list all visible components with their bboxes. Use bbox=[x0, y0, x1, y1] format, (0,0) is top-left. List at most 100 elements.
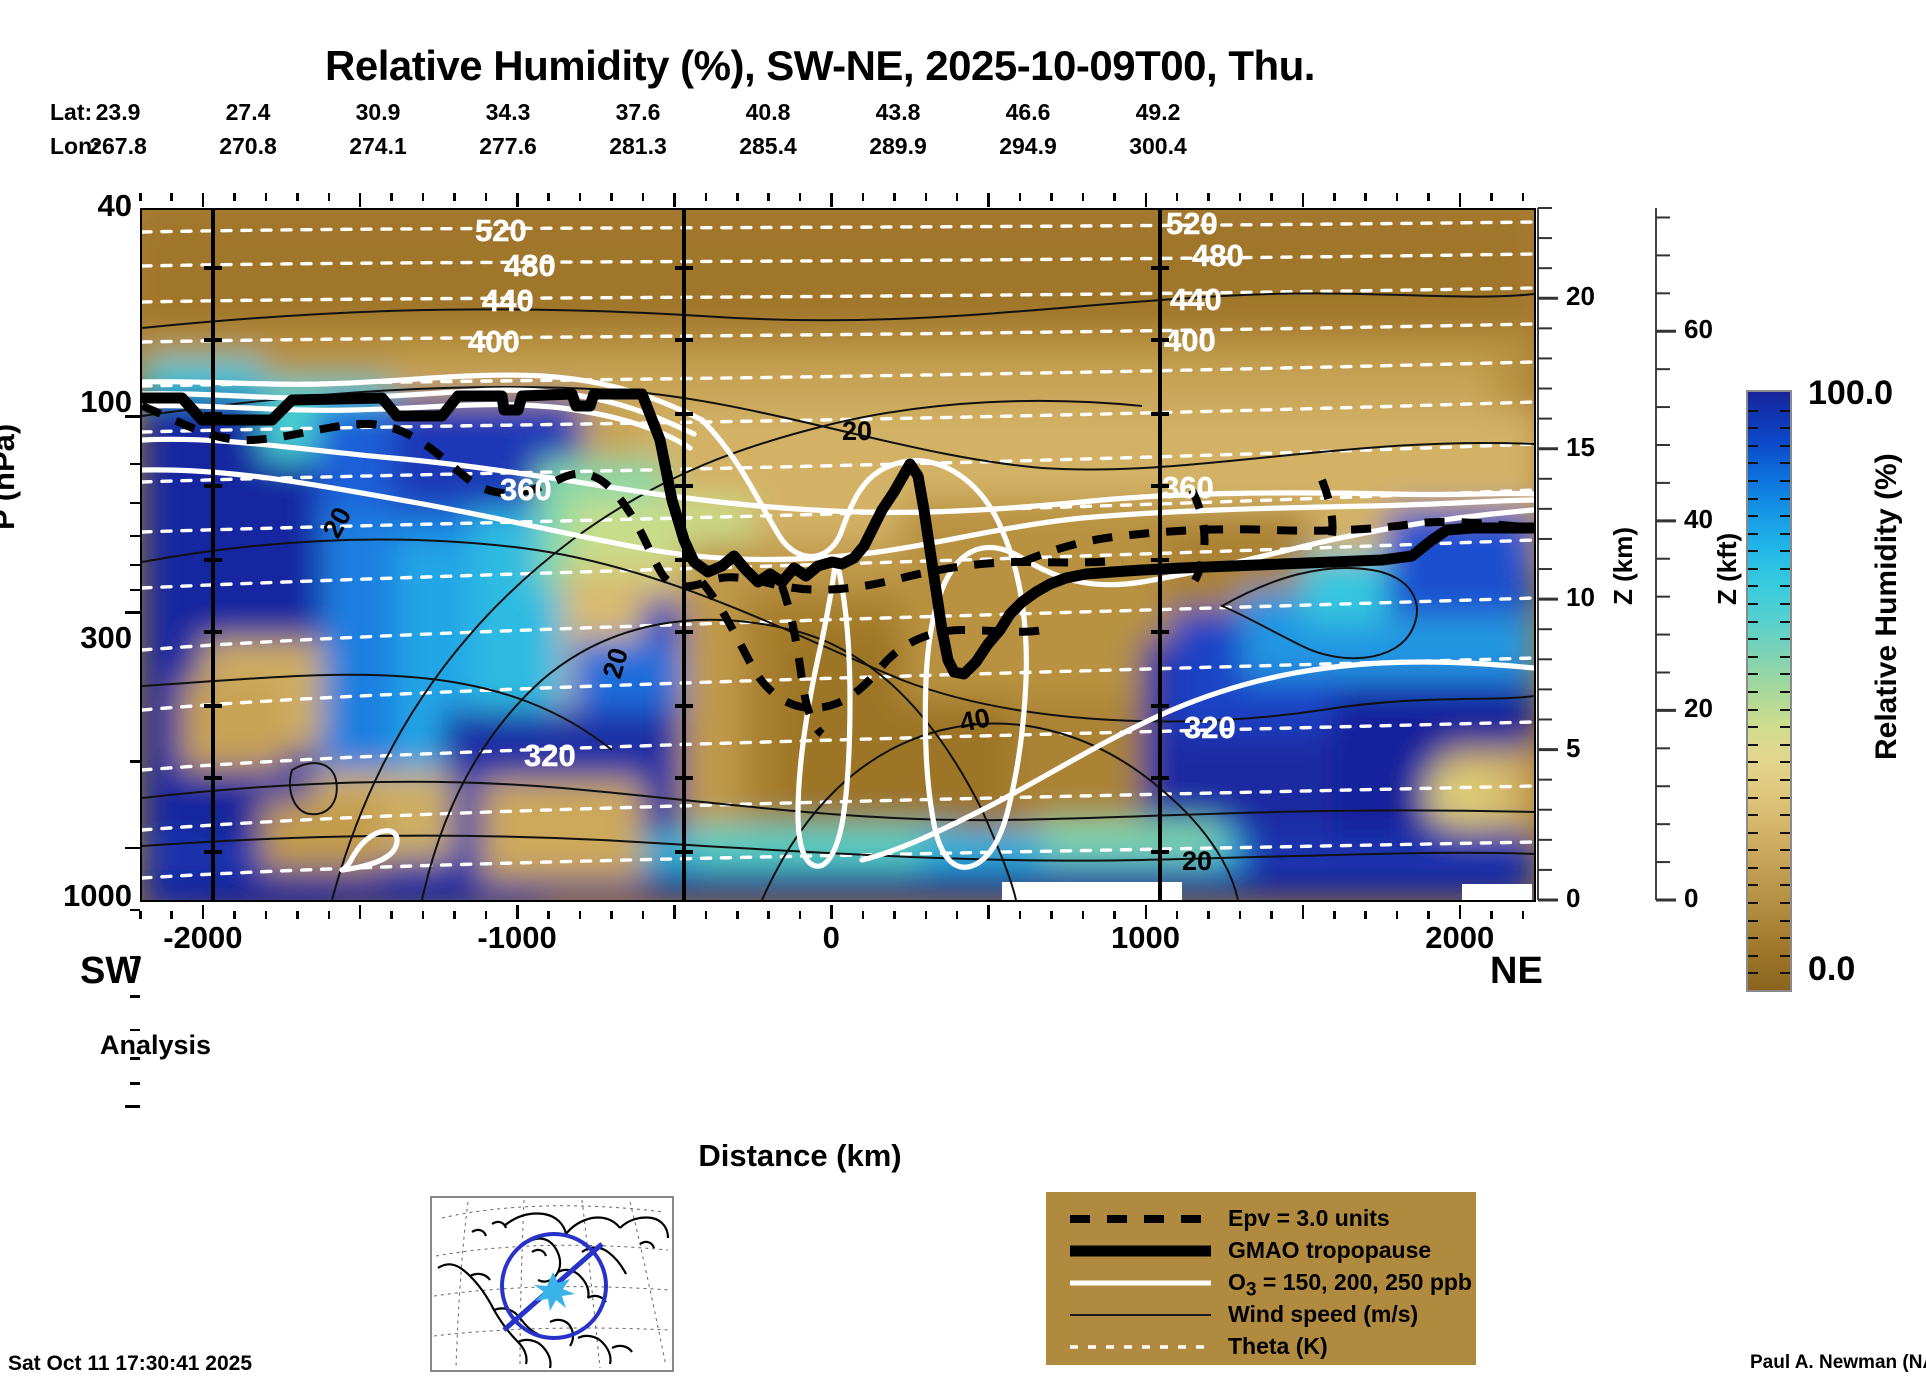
legend-label: Epv = 3.0 units bbox=[1228, 1205, 1390, 1231]
orientation-end-label: NE bbox=[1490, 950, 1543, 992]
colorbar-tick bbox=[1780, 427, 1790, 430]
svg-text:520: 520 bbox=[475, 213, 527, 248]
lonrow-value: 285.4 bbox=[739, 133, 797, 159]
colorbar-tick bbox=[1748, 532, 1758, 535]
colorbar-tick bbox=[1780, 937, 1790, 940]
z-kft-tick-label: 20 bbox=[1684, 693, 1713, 724]
lonrow-value: 277.6 bbox=[479, 133, 537, 159]
distance-tick-label: 2000 bbox=[1425, 920, 1495, 955]
colorbar-tick bbox=[1780, 831, 1790, 834]
colorbar-tick bbox=[1780, 954, 1790, 957]
z-km-axis bbox=[1537, 207, 1558, 902]
latrow-value: 37.6 bbox=[615, 99, 661, 125]
gmao-tropopause-line bbox=[142, 388, 1534, 680]
latrow-value: 40.8 bbox=[745, 99, 791, 125]
author-credit: Paul A. Newman (NASA bbox=[1750, 1352, 1926, 1373]
legend-item: O3 = 150, 200, 250 ppb bbox=[1046, 1266, 1476, 1301]
colorbar-tick bbox=[1748, 884, 1758, 887]
bottom-axis-ticks bbox=[0, 899, 1926, 919]
relative-humidity-field: 20 20 20 40 20 bbox=[142, 210, 1534, 900]
colorbar-tick bbox=[1780, 708, 1790, 711]
colorbar-tick bbox=[1780, 673, 1790, 676]
latrow-value: 46.6 bbox=[1005, 99, 1051, 125]
colorbar-tick bbox=[1748, 462, 1758, 465]
colorbar-tick bbox=[1748, 849, 1758, 852]
legend-item: Wind speed (m/s) bbox=[1046, 1298, 1476, 1332]
svg-text:440: 440 bbox=[482, 283, 534, 318]
z-km-tick-label: 5 bbox=[1566, 732, 1581, 763]
lonrow-label: Lon: bbox=[50, 133, 100, 159]
svg-text:20: 20 bbox=[842, 416, 872, 446]
cross-section-plot[interactable]: 20 20 20 40 20 bbox=[140, 208, 1536, 902]
distance-tick-label: -2000 bbox=[163, 920, 243, 955]
colorbar-tick bbox=[1780, 726, 1790, 729]
latrow-value: 43.8 bbox=[875, 99, 921, 125]
vertical-reference-lines bbox=[211, 210, 1162, 900]
graticule bbox=[433, 1199, 671, 1369]
colorbar-tick bbox=[1780, 638, 1790, 641]
page-title: Relative Humidity (%), SW-NE, 2025-10-09… bbox=[325, 42, 1315, 89]
colorbar-tick bbox=[1780, 796, 1790, 799]
legend-item: GMAO tropopause bbox=[1046, 1234, 1476, 1268]
colorbar-tick bbox=[1748, 919, 1758, 922]
colorbar-tick bbox=[1780, 919, 1790, 922]
colorbar-tick bbox=[1748, 515, 1758, 518]
svg-text:320: 320 bbox=[524, 738, 576, 773]
z-km-tick-label: 20 bbox=[1566, 281, 1595, 312]
colorbar-tick bbox=[1780, 515, 1790, 518]
distance-tick-label: 1000 bbox=[1111, 920, 1180, 955]
distance-axis-label: Distance (km) bbox=[698, 1138, 902, 1173]
colorbar-tick bbox=[1780, 866, 1790, 869]
pressure-tick-label: 1000 bbox=[63, 878, 132, 913]
station-star-marker bbox=[534, 1272, 575, 1311]
colorbar-tick bbox=[1780, 479, 1790, 482]
pressure-tick-label: 300 bbox=[80, 619, 132, 655]
legend-symbol-solid-white bbox=[1068, 1266, 1213, 1300]
inner-tick-marks bbox=[204, 266, 1169, 854]
z-km-axis-label: Z (km) bbox=[1608, 527, 1638, 605]
colorbar-tick bbox=[1780, 902, 1790, 905]
colorbar[interactable] bbox=[1746, 390, 1792, 992]
pressure-tick-labels: 40 100 300 1000 bbox=[0, 0, 1926, 913]
colorbar-tick bbox=[1748, 972, 1758, 975]
colorbar-tick bbox=[1780, 409, 1790, 412]
distance-tick-label: -1000 bbox=[477, 920, 557, 955]
inset-location-map[interactable] bbox=[430, 1196, 674, 1372]
legend-item: Theta (K) bbox=[1046, 1330, 1476, 1364]
svg-text:400: 400 bbox=[1164, 323, 1216, 358]
lonrow-value: 289.9 bbox=[869, 133, 927, 159]
colorbar-tick bbox=[1780, 691, 1790, 693]
colorbar-tick bbox=[1780, 620, 1790, 623]
legend-box: Epv = 3.0 units GMAO tropopause O3 = 150, … bbox=[1046, 1192, 1476, 1365]
z-kft-tick-labels: 0 20 40 60 bbox=[0, 0, 1926, 913]
legend-label: O3 = 150, 200, 250 ppb bbox=[1228, 1269, 1472, 1301]
colorbar-tick bbox=[1780, 550, 1790, 553]
colorbar-tick bbox=[1748, 954, 1758, 957]
legend-label: Wind speed (m/s) bbox=[1228, 1301, 1419, 1327]
z-km-tick-label: 15 bbox=[1566, 431, 1595, 462]
legend-label: Theta (K) bbox=[1228, 1333, 1328, 1359]
svg-text:480: 480 bbox=[504, 248, 556, 283]
colorbar-tick bbox=[1748, 567, 1758, 570]
latrow-value: 30.9 bbox=[355, 99, 401, 125]
colorbar-tick bbox=[1748, 550, 1758, 553]
colorbar-tick bbox=[1780, 743, 1790, 746]
latrow-value: 34.3 bbox=[485, 99, 531, 125]
distance-tick-labels: -2000 -1000 0 1000 2000 bbox=[0, 920, 1926, 966]
colorbar-tick bbox=[1748, 409, 1758, 412]
latrow-value: 27.4 bbox=[225, 99, 271, 125]
colorbar-tick bbox=[1780, 972, 1790, 975]
ozone-contours bbox=[142, 372, 1534, 873]
colorbar-tick bbox=[1780, 585, 1790, 588]
colorbar-tick bbox=[1748, 831, 1758, 834]
generation-timestamp: Sat Oct 11 17:30:41 2025 bbox=[8, 1352, 253, 1375]
colorbar-tick bbox=[1748, 814, 1758, 817]
colorbar-tick bbox=[1748, 902, 1758, 905]
svg-text:20: 20 bbox=[1182, 846, 1212, 876]
colorbar-tick bbox=[1780, 497, 1790, 500]
colorbar-tick bbox=[1748, 673, 1758, 676]
colorbar-tick bbox=[1780, 567, 1790, 570]
colorbar-tick bbox=[1780, 444, 1790, 447]
colorbar-tick bbox=[1748, 638, 1758, 641]
epv-contour bbox=[142, 402, 1534, 738]
